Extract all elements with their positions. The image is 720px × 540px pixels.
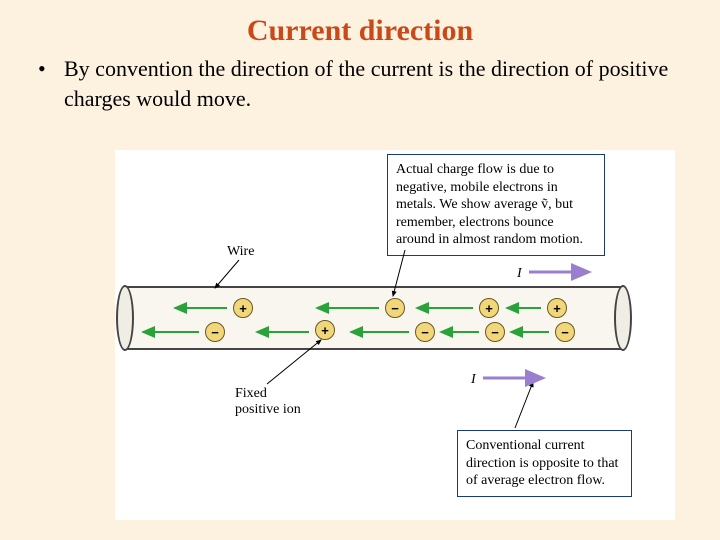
label-fixed-line1: Fixed	[235, 386, 267, 401]
positive-ion: +	[233, 298, 253, 318]
bullet-symbol: •	[38, 54, 64, 113]
positive-ion: +	[479, 298, 499, 318]
bullet-item: • By convention the direction of the cur…	[0, 54, 720, 113]
electron: −	[385, 298, 405, 318]
callout-bottom: Conventional current direction is opposi…	[457, 430, 632, 497]
wire-cap-right	[614, 285, 632, 351]
label-fixed-ion: Fixed positive ion	[235, 386, 301, 418]
label-current-bottom: I	[471, 372, 476, 388]
callout-top: Actual charge flow is due to negative, m…	[387, 154, 605, 256]
callout-bottom-text: Conventional current direction is opposi…	[466, 438, 618, 488]
wire-body	[125, 286, 623, 350]
label-wire: Wire	[227, 244, 254, 260]
bullet-text: By convention the direction of the curre…	[64, 54, 690, 113]
title-text: Current direction	[247, 14, 473, 47]
electron: −	[555, 322, 575, 342]
electron: −	[415, 322, 435, 342]
label-fixed-line2: positive ion	[235, 402, 301, 417]
diagram: Actual charge flow is due to negative, m…	[115, 150, 675, 520]
page-title: Current direction	[0, 0, 720, 54]
label-current-top: I	[517, 266, 522, 282]
positive-ion: +	[315, 320, 335, 340]
positive-ion: +	[547, 298, 567, 318]
wire-cap-left	[116, 285, 134, 351]
electron: −	[485, 322, 505, 342]
electron: −	[205, 322, 225, 342]
callout-top-text: Actual charge flow is due to negative, m…	[396, 162, 583, 247]
